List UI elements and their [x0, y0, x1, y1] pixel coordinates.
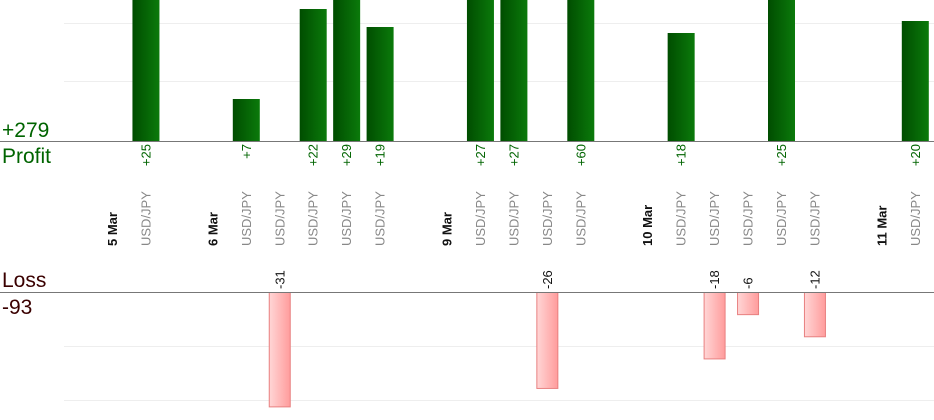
gridlines — [64, 23, 934, 401]
profit-total: +279 — [2, 119, 49, 142]
pair-label: USD/JPY — [807, 191, 822, 246]
pair-label: USD/JPY — [674, 191, 689, 246]
date-label: 11 Mar — [874, 206, 889, 246]
profit-value-label: +29 — [339, 144, 354, 166]
pair-label: USD/JPY — [741, 191, 756, 246]
loss-label: Loss — [2, 269, 46, 292]
profit-bar — [132, 0, 160, 141]
loss-bar — [737, 292, 760, 316]
profit-value-label: +22 — [306, 144, 321, 166]
profit-value-label: +18 — [674, 144, 689, 166]
loss-total: -93 — [2, 296, 32, 319]
bars — [132, 0, 929, 408]
profit-bar — [366, 27, 394, 141]
profit-value-label: +27 — [506, 144, 521, 166]
profit-bar — [299, 9, 327, 141]
pair-label: USD/JPY — [506, 191, 521, 246]
profit-bar — [768, 0, 795, 141]
labels: 5 Mar USD/JPY +25 6 Mar USD/JPY +7 USD/JPY -31 U… — [105, 144, 923, 289]
profit-value-label: +7 — [239, 144, 254, 159]
loss-value-label: -12 — [807, 270, 822, 289]
profit-value-label: +60 — [573, 144, 588, 166]
pair-label: USD/JPY — [774, 191, 789, 246]
profit-value-label: +20 — [908, 144, 923, 166]
pair-label: USD/JPY — [138, 191, 153, 246]
pair-label: USD/JPY — [707, 191, 722, 246]
profit-value-label: +25 — [138, 144, 153, 166]
profit-bar — [333, 0, 361, 141]
pair-label: USD/JPY — [540, 191, 555, 246]
loss-value-label: -26 — [540, 270, 555, 289]
pair-label: USD/JPY — [573, 191, 588, 246]
loss-value-label: -31 — [272, 270, 287, 289]
date-label: 10 Mar — [640, 205, 655, 246]
pair-label: USD/JPY — [272, 191, 287, 246]
loss-bar — [803, 292, 826, 338]
loss-bar — [703, 292, 726, 360]
date-label: 5 Mar — [105, 212, 120, 246]
loss-value-label: -18 — [707, 270, 722, 289]
pair-label: USD/JPY — [373, 191, 388, 246]
profit-bar — [232, 99, 260, 141]
profit-bar — [667, 33, 695, 141]
pair-label: USD/JPY — [908, 191, 923, 246]
pair-label: USD/JPY — [339, 191, 354, 246]
profit-bar — [901, 21, 929, 141]
profit-label: Profit — [2, 145, 51, 168]
pair-label: USD/JPY — [306, 191, 321, 246]
pair-label: USD/JPY — [239, 191, 254, 246]
profit-value-label: +19 — [373, 144, 388, 166]
loss-bar — [536, 292, 559, 389]
profit-value-label: +27 — [473, 144, 488, 166]
pair-label: USD/JPY — [473, 191, 488, 246]
profit-bar — [500, 0, 528, 141]
loss-bar — [268, 292, 291, 408]
profit-bar — [466, 0, 494, 141]
loss-value-label: -6 — [741, 277, 756, 289]
date-label: 6 Mar — [205, 212, 220, 246]
profit-bar — [567, 0, 595, 141]
profit-value-label: +25 — [774, 144, 789, 166]
date-label: 9 Mar — [440, 212, 455, 246]
